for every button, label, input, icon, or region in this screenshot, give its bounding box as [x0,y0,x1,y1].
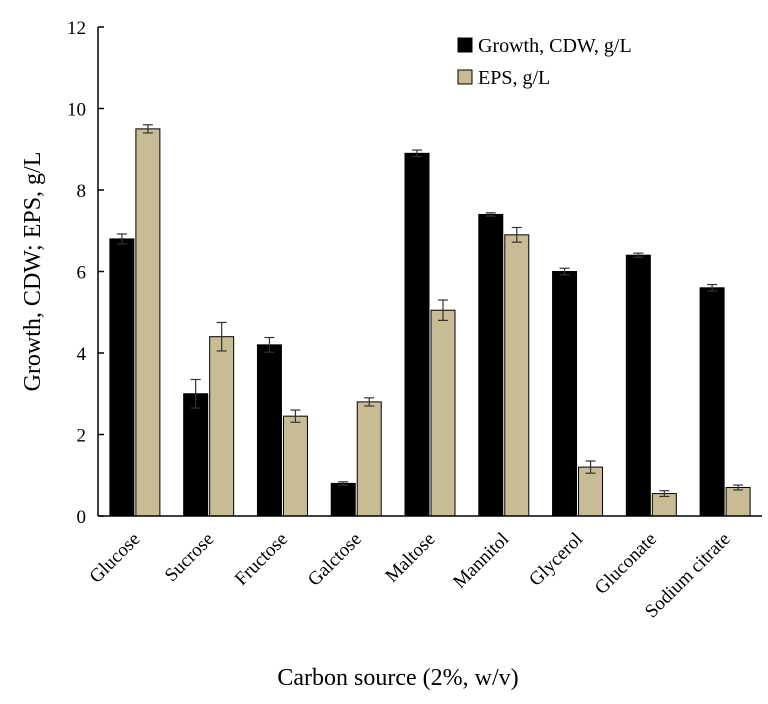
error-bar [412,149,422,158]
y-tick-label: 8 [77,181,87,202]
y-ticks-layer: 0 2 4 6 8 10 12 [67,18,104,528]
bar-growth [183,393,209,517]
error-bar [511,226,522,243]
bars-layer [109,128,751,517]
error-bar [733,484,744,491]
bar-growth [109,238,135,517]
bar-growth [552,271,578,517]
bar-eps [282,415,308,517]
error-bar [290,409,301,423]
legend-swatch-eps [457,69,473,85]
error-bar [264,336,275,353]
y-tick-label: 2 [77,426,87,447]
error-bar [338,481,349,486]
bar-growth [330,482,356,517]
y-tick-label: 10 [67,100,86,121]
y-tick-label: 0 [77,507,87,528]
bar-growth [404,152,430,517]
bar-eps [356,401,382,517]
y-tick-label: 6 [77,263,87,284]
bar-eps [578,466,604,517]
error-bar [585,460,596,474]
error-bar [633,252,644,258]
bar-growth [478,213,504,517]
bar-growth [699,287,725,517]
error-bar [116,233,127,245]
bar-growth [256,344,282,517]
error-bars-layer [116,124,744,498]
error-bar [364,397,375,407]
bar-eps [430,309,456,517]
error-bar [485,212,496,217]
y-tick-label: 12 [67,18,86,39]
bar-eps [135,128,161,517]
error-bar [438,299,448,321]
y-tick-label: 4 [77,344,87,365]
x-axis-title: Carbon source (2%, w/v) [277,665,518,691]
legend: Growth, CDW, g/L EPS, g/L [457,35,632,89]
error-bar [559,267,570,276]
y-axis-title: Growth, CDW; EPS, g/L [20,152,46,392]
legend-swatch-growth [457,37,473,53]
bar-growth [625,254,651,517]
error-bar [216,321,227,352]
error-bar [707,283,718,292]
error-bar [190,378,201,409]
error-bar [659,490,670,498]
bar-eps [209,336,235,517]
bar-eps [504,234,530,517]
error-bar [142,124,153,134]
legend-label-growth: Growth, CDW, g/L [478,35,632,57]
legend-label-eps: EPS, g/L [478,67,550,89]
bar-eps [725,486,751,517]
